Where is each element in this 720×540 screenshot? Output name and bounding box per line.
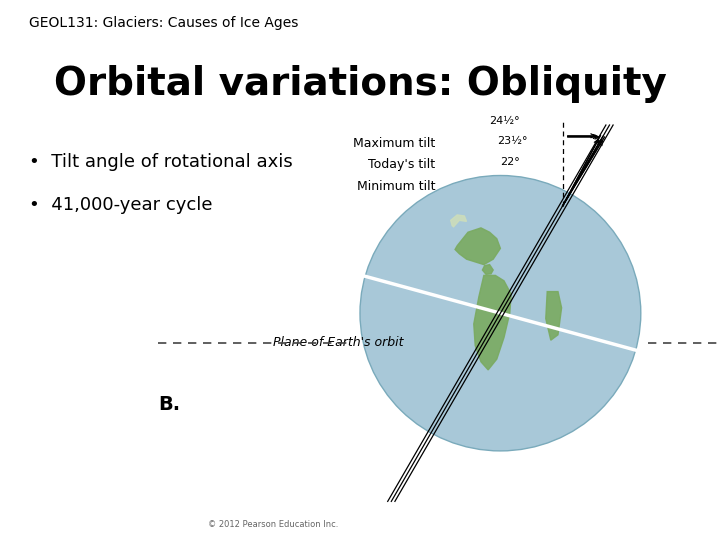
Text: Plane of Earth's orbit: Plane of Earth's orbit <box>273 336 403 349</box>
Text: 23½°: 23½° <box>497 137 527 146</box>
Text: B.: B. <box>158 395 181 415</box>
Text: 24½°: 24½° <box>490 117 521 126</box>
Polygon shape <box>546 292 562 340</box>
Polygon shape <box>455 228 500 265</box>
Polygon shape <box>482 265 493 274</box>
Text: GEOL131: Glaciers: Causes of Ice Ages: GEOL131: Glaciers: Causes of Ice Ages <box>29 16 298 30</box>
Text: © 2012 Pearson Education Inc.: © 2012 Pearson Education Inc. <box>208 520 339 529</box>
Polygon shape <box>451 215 467 227</box>
Text: 22°: 22° <box>500 157 520 167</box>
Text: •  Tilt angle of rotational axis: • Tilt angle of rotational axis <box>29 153 292 171</box>
Text: •  41,000-year cycle: • 41,000-year cycle <box>29 196 212 214</box>
Text: Today's tilt: Today's tilt <box>369 158 436 171</box>
Ellipse shape <box>360 176 641 451</box>
Text: Maximum tilt: Maximum tilt <box>354 137 436 150</box>
Text: Minimum tilt: Minimum tilt <box>357 180 436 193</box>
Polygon shape <box>474 275 511 370</box>
Text: Orbital variations: Obliquity: Orbital variations: Obliquity <box>53 65 667 103</box>
